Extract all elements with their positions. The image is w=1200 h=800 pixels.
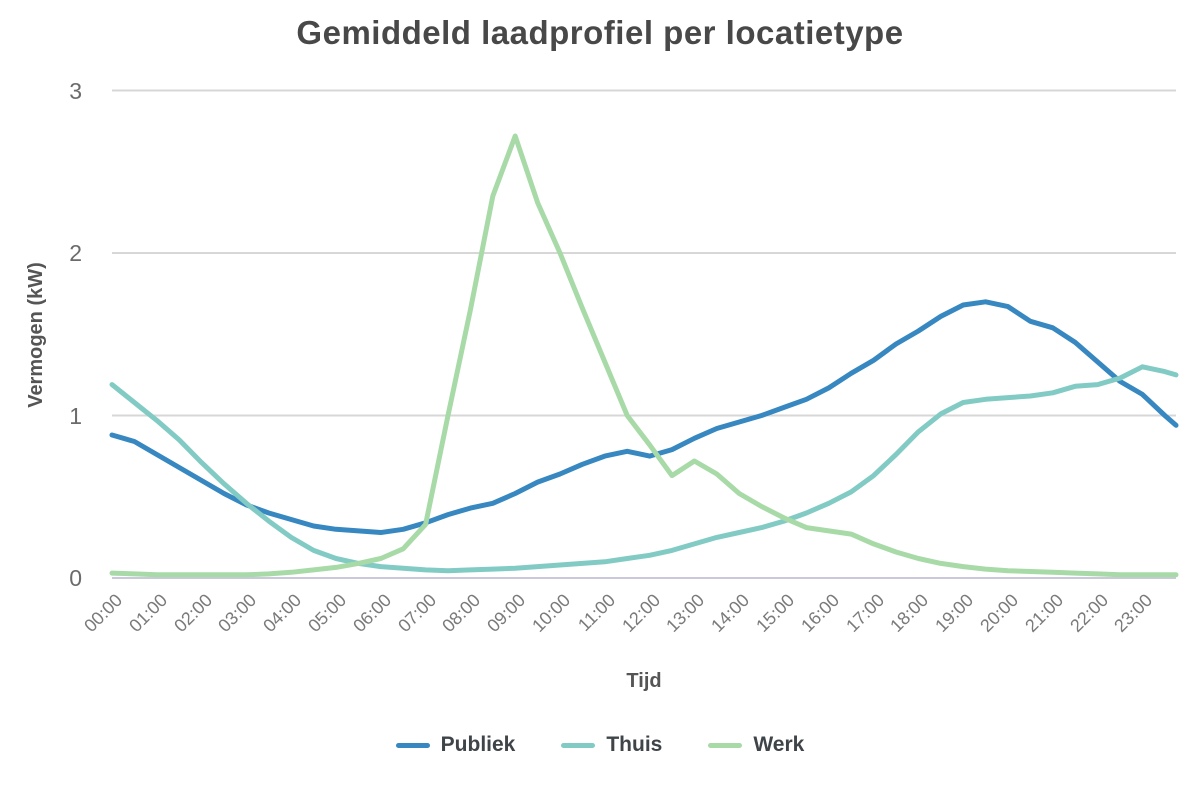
- y-tick-label: 0: [69, 565, 82, 591]
- y-tick-label: 2: [69, 240, 82, 266]
- legend-item-publiek[interactable]: Publiek: [395, 733, 516, 757]
- legend-swatch-icon: [395, 742, 430, 748]
- series-line-publiek: [109, 299, 1179, 535]
- y-axis-title: Vermogen (kW): [25, 262, 47, 408]
- y-tick-label: 3: [69, 78, 82, 104]
- series-line-thuis: [109, 364, 1179, 574]
- legend-label: Publiek: [440, 733, 516, 756]
- legend-label: Werk: [753, 733, 805, 756]
- legend-label: Thuis: [606, 733, 663, 756]
- legend-swatch-icon: [561, 742, 596, 748]
- series-line-werk: [109, 133, 1179, 578]
- legend-item-thuis[interactable]: Thuis: [561, 733, 662, 757]
- legend-item-werk[interactable]: Werk: [708, 733, 804, 757]
- x-axis-title: Tijd: [626, 670, 662, 692]
- legend: Publiek Thuis Werk: [0, 733, 1200, 757]
- legend-swatch-icon: [708, 742, 743, 748]
- chart-title: Gemiddeld laadprofiel per locatietype: [296, 14, 904, 51]
- y-tick-label: 1: [69, 403, 82, 429]
